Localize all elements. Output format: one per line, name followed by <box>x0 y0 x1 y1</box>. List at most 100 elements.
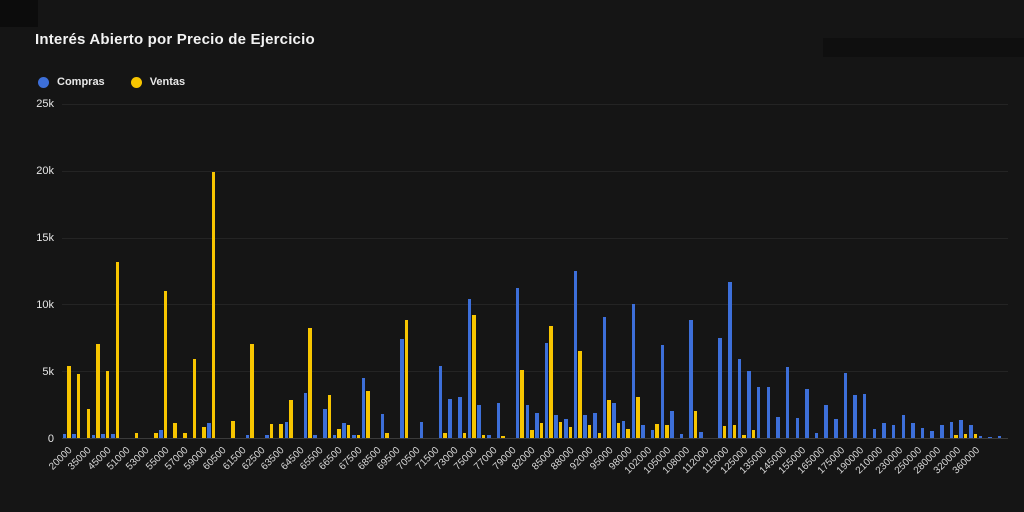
bar-ventas[interactable] <box>568 426 573 438</box>
bar-ventas[interactable] <box>587 425 592 438</box>
bar-compras[interactable] <box>756 386 761 438</box>
bar-compras[interactable] <box>747 371 751 438</box>
bar-compras[interactable] <box>62 434 67 438</box>
bar-compras[interactable] <box>564 419 568 438</box>
bar-ventas[interactable] <box>954 434 958 438</box>
bar-compras[interactable] <box>689 320 693 438</box>
bar-compras[interactable] <box>535 412 539 438</box>
bar-ventas[interactable] <box>289 399 293 438</box>
bar-compras[interactable] <box>949 421 954 438</box>
bar-compras[interactable] <box>602 317 607 438</box>
bar-ventas[interactable] <box>443 432 447 438</box>
bar-compras[interactable] <box>978 436 983 438</box>
bar-ventas[interactable] <box>154 433 158 438</box>
bar-ventas[interactable] <box>626 429 630 438</box>
bar-compras[interactable] <box>872 428 877 438</box>
bar-compras[interactable] <box>400 339 404 438</box>
bar-ventas[interactable] <box>385 433 389 438</box>
bar-compras[interactable] <box>525 404 530 438</box>
bar-compras[interactable] <box>940 424 944 438</box>
bar-compras[interactable] <box>930 430 934 438</box>
bar-compras[interactable] <box>631 303 636 438</box>
bar-ventas[interactable] <box>366 391 370 438</box>
bar-ventas[interactable] <box>472 315 476 438</box>
bar-compras[interactable] <box>988 436 992 438</box>
bar-ventas[interactable] <box>539 423 544 438</box>
bar-ventas[interactable] <box>636 397 640 438</box>
bar-ventas[interactable] <box>308 328 312 438</box>
bar-compras[interactable] <box>641 424 645 438</box>
bar-compras[interactable] <box>573 271 578 438</box>
bar-ventas[interactable] <box>183 432 187 438</box>
bar-ventas[interactable] <box>722 425 727 438</box>
bar-compras[interactable] <box>959 419 963 438</box>
bar-ventas[interactable] <box>404 320 409 438</box>
bar-ventas[interactable] <box>558 421 563 438</box>
bar-compras[interactable] <box>91 435 96 438</box>
bar-compras[interactable] <box>824 404 828 438</box>
bar-compras[interactable] <box>670 410 674 438</box>
bar-ventas[interactable] <box>173 423 177 438</box>
bar-ventas[interactable] <box>115 261 120 438</box>
bar-compras[interactable] <box>342 423 346 438</box>
bar-ventas[interactable] <box>134 433 139 438</box>
bar-compras[interactable] <box>467 299 472 438</box>
bar-compras[interactable] <box>920 427 925 438</box>
bar-compras[interactable] <box>303 392 308 438</box>
bar-ventas[interactable] <box>356 435 361 438</box>
bar-compras[interactable] <box>207 423 211 438</box>
bar-ventas[interactable] <box>665 425 669 438</box>
bar-ventas[interactable] <box>96 344 100 438</box>
bar-ventas[interactable] <box>202 426 206 438</box>
bar-ventas[interactable] <box>211 172 216 438</box>
bar-compras[interactable] <box>487 435 491 438</box>
bar-ventas[interactable] <box>67 365 71 438</box>
bar-compras[interactable] <box>284 421 289 438</box>
bar-ventas[interactable] <box>279 423 283 438</box>
bar-compras[interactable] <box>969 424 973 438</box>
bar-ventas[interactable] <box>963 434 968 438</box>
bar-ventas[interactable] <box>86 408 91 438</box>
bar-compras[interactable] <box>901 415 906 438</box>
bar-ventas[interactable] <box>327 395 332 438</box>
bar-compras[interactable] <box>323 408 327 438</box>
bar-compras[interactable] <box>583 415 587 438</box>
bar-ventas[interactable] <box>192 359 197 438</box>
bar-compras[interactable] <box>458 396 462 438</box>
bar-compras[interactable] <box>737 358 742 438</box>
bar-compras[interactable] <box>313 435 317 438</box>
legend-item-ventas[interactable]: Ventas <box>130 76 185 88</box>
bar-ventas[interactable] <box>578 351 582 438</box>
bar-compras[interactable] <box>159 429 163 438</box>
bar-compras[interactable] <box>380 413 385 438</box>
bar-ventas[interactable] <box>269 423 274 438</box>
bar-compras[interactable] <box>496 403 501 438</box>
bar-ventas[interactable] <box>501 436 505 438</box>
bar-ventas[interactable] <box>76 373 81 438</box>
bar-ventas[interactable] <box>520 369 524 438</box>
bar-ventas[interactable] <box>549 325 553 438</box>
bar-compras[interactable] <box>265 435 269 438</box>
bar-ventas[interactable] <box>732 424 737 438</box>
bar-ventas[interactable] <box>337 429 341 438</box>
bar-compras[interactable] <box>72 434 76 438</box>
bar-compras[interactable] <box>862 393 867 438</box>
bar-ventas[interactable] <box>693 410 698 438</box>
bar-compras[interactable] <box>679 434 684 438</box>
bar-compras[interactable] <box>477 404 481 438</box>
bar-compras[interactable] <box>997 436 1002 438</box>
bar-compras[interactable] <box>766 387 771 438</box>
bar-compras[interactable] <box>438 365 443 438</box>
bar-compras[interactable] <box>515 288 520 438</box>
bar-compras[interactable] <box>882 423 886 438</box>
bar-compras[interactable] <box>814 432 819 438</box>
bar-compras[interactable] <box>621 420 626 438</box>
bar-compras[interactable] <box>728 282 732 438</box>
bar-compras[interactable] <box>101 434 105 438</box>
bar-compras[interactable] <box>853 395 857 438</box>
bar-ventas[interactable] <box>231 421 235 438</box>
bar-compras[interactable] <box>911 423 915 438</box>
bar-compras[interactable] <box>612 402 616 438</box>
bar-compras[interactable] <box>785 366 790 438</box>
bar-ventas[interactable] <box>616 422 621 438</box>
